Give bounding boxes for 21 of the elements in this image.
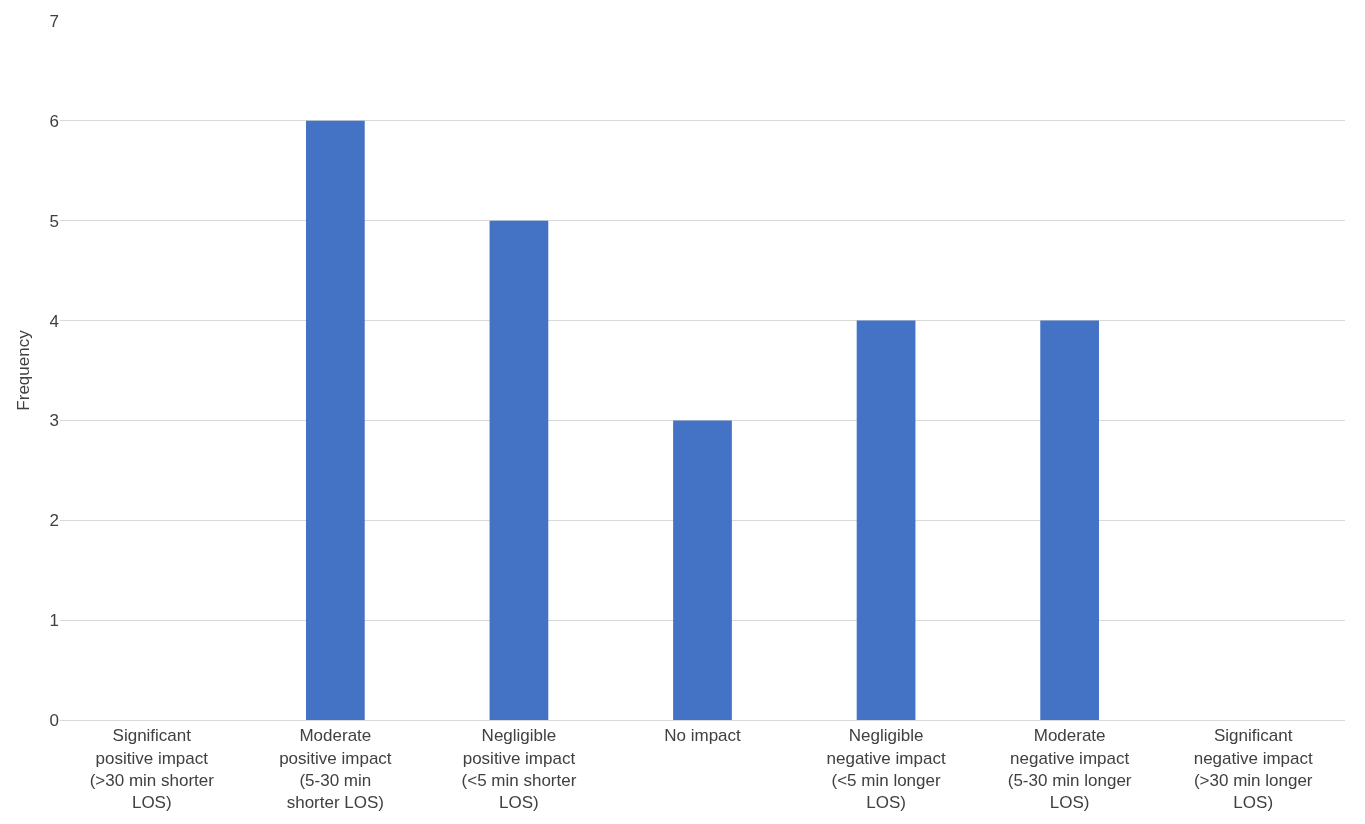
y-tick-label: 1: [49, 611, 59, 631]
bar: [305, 120, 365, 720]
y-axis-title: Frequency: [14, 329, 34, 411]
x-tick-label: Significant negative impact (>30 min longer LOS): [1193, 726, 1314, 812]
x-tick-label: No impact: [664, 726, 742, 746]
x-tick-label: Negligible negative impact (<5 min longer LOS): [826, 726, 946, 812]
x-tick-label: Significant positive impact (>30 min shorter LOS): [89, 726, 215, 812]
y-tick-label: 4: [49, 311, 59, 331]
y-tick-label: 0: [49, 710, 59, 730]
bar: [856, 320, 916, 720]
y-tick-label: 3: [49, 411, 59, 431]
y-tick-label: 2: [49, 511, 59, 531]
bar: [489, 220, 549, 720]
y-tick-label: 7: [49, 11, 59, 31]
y-tick-label: 5: [49, 211, 59, 231]
y-tick-label: 6: [49, 111, 59, 131]
bar: [673, 420, 732, 720]
x-tick-label: Negligible positive impact (<5 min shorter LOS): [461, 726, 577, 812]
bar: [1040, 320, 1100, 720]
x-tick-label: Moderate positive impact (5-30 min shorter LOS): [279, 726, 392, 812]
x-tick-label: Moderate negative impact (5-30 min longer LOS): [1007, 726, 1132, 812]
